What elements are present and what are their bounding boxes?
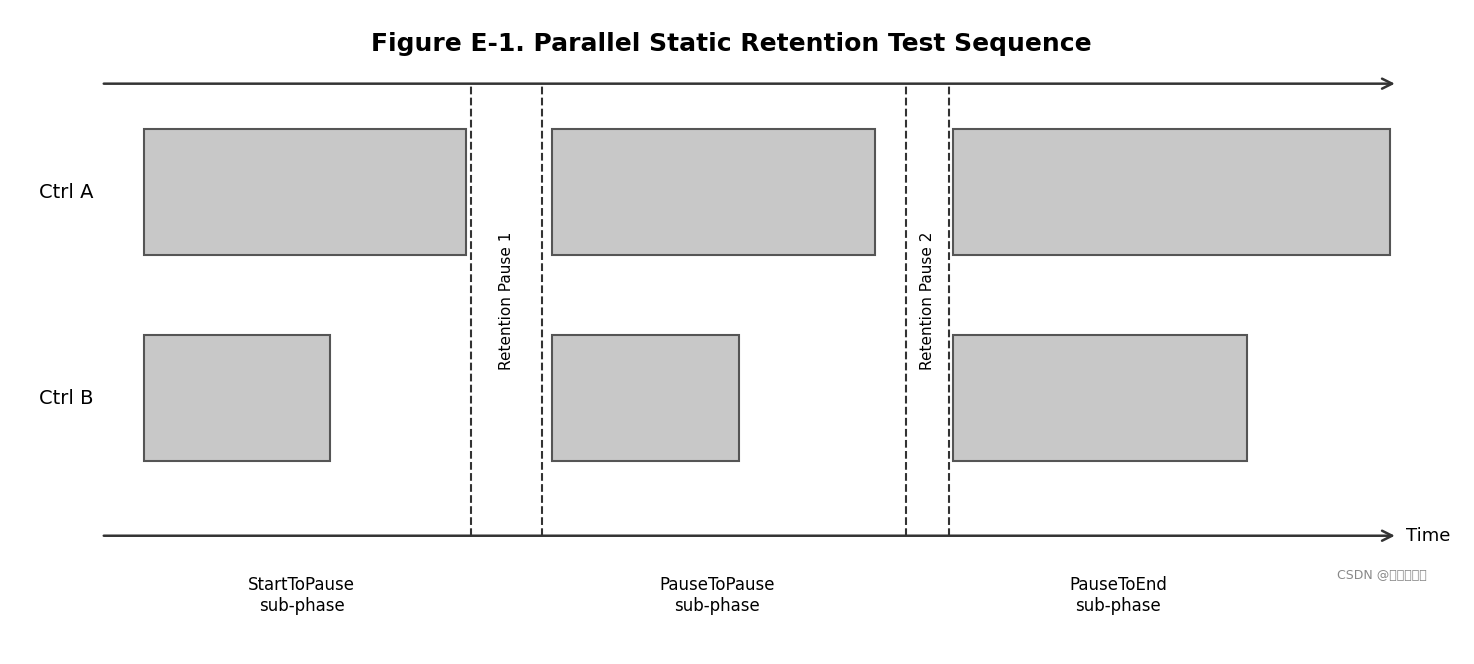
Text: StartToPause
sub-phase: StartToPause sub-phase: [248, 576, 355, 615]
Text: Figure E-1. Parallel Static Retention Test Sequence: Figure E-1. Parallel Static Retention Te…: [371, 32, 1092, 56]
Text: Ctrl A: Ctrl A: [40, 183, 94, 202]
Text: PauseToPause
sub-phase: PauseToPause sub-phase: [659, 576, 775, 615]
Text: Retention Pause 1: Retention Pause 1: [498, 232, 514, 371]
Bar: [954, 335, 1247, 461]
Bar: [553, 129, 874, 256]
Bar: [954, 129, 1390, 256]
Text: Time: Time: [1406, 527, 1450, 544]
Bar: [144, 129, 466, 256]
Text: CSDN @旺旺腿兵兵: CSDN @旺旺腿兵兵: [1337, 568, 1427, 582]
Text: PauseToEnd
sub-phase: PauseToEnd sub-phase: [1069, 576, 1167, 615]
Text: Ctrl B: Ctrl B: [40, 389, 94, 408]
Bar: [553, 335, 738, 461]
Bar: [144, 335, 330, 461]
Text: Retention Pause 2: Retention Pause 2: [920, 232, 935, 371]
